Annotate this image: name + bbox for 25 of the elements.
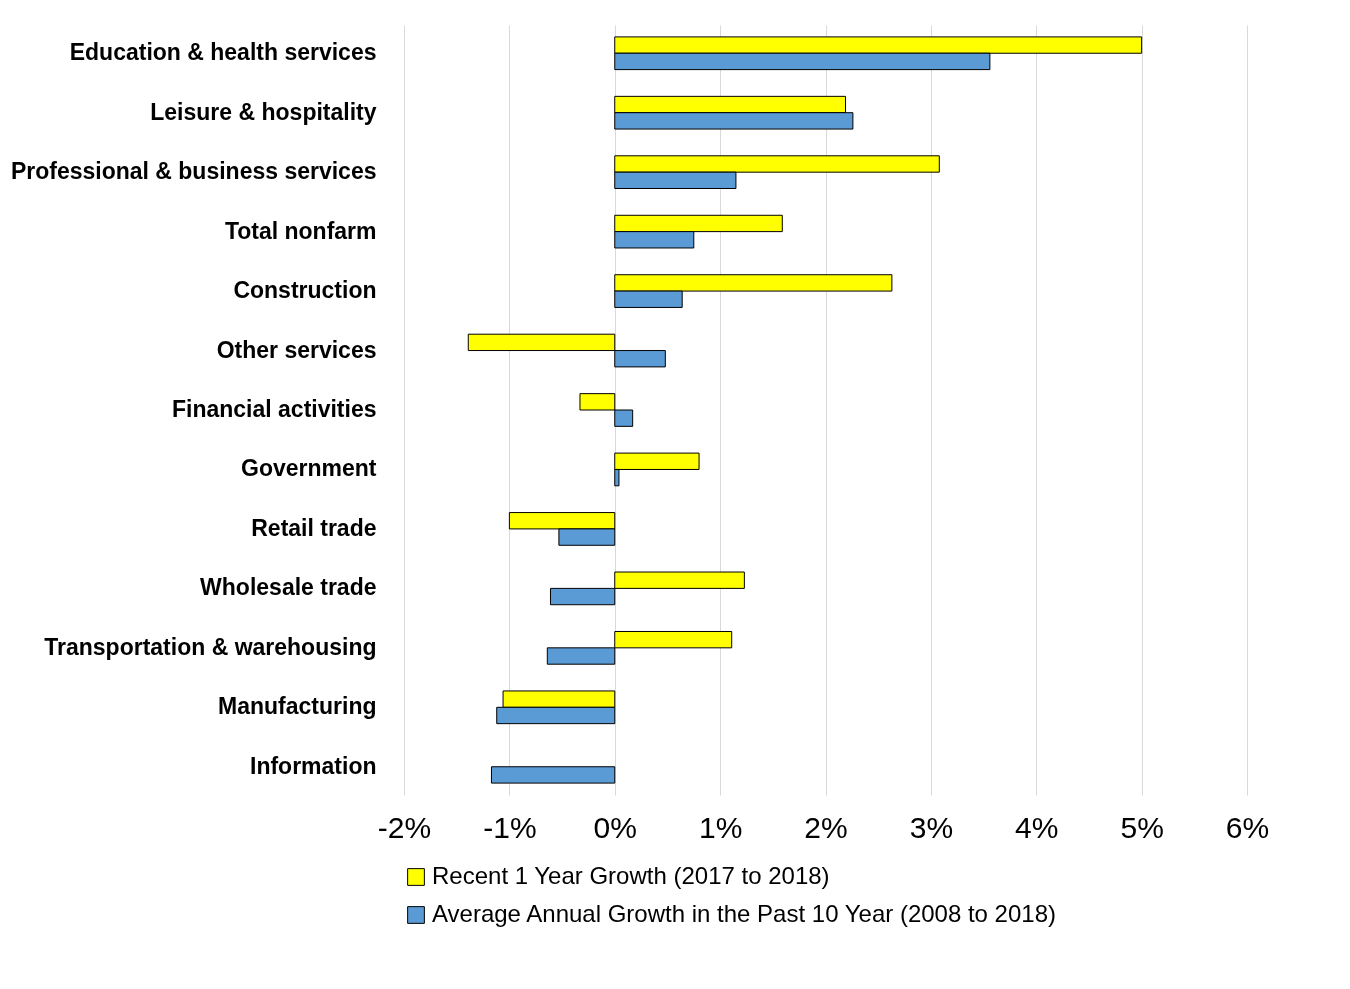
y-tick-label: Information <box>250 752 377 779</box>
bar <box>490 766 616 784</box>
y-tick-label: Education & health services <box>69 39 377 66</box>
y-tick-label: Professional & business services <box>10 158 377 185</box>
x-tick-label: 1% <box>698 810 743 844</box>
x-tick-label: 0% <box>593 810 637 844</box>
y-tick-label: Financial activities <box>171 396 377 422</box>
y-tick-label: Wholesale trade <box>200 574 377 601</box>
y-tick-label: Total nonfarm <box>224 217 377 244</box>
y-tick-label: Leisure & hospitality <box>150 98 377 125</box>
y-tick-label: Manufacturing <box>218 693 377 720</box>
legend-label: Average Annual Growth in the Past 10 Year (2008 to 2018) <box>432 900 1056 927</box>
x-tick-label: 6% <box>1225 810 1270 844</box>
y-tick-label: Other services <box>216 336 377 363</box>
x-tick-label: 5% <box>1120 810 1164 844</box>
x-tick-label: 3% <box>909 810 954 844</box>
y-tick-label: Construction <box>233 277 377 304</box>
x-tick-label: -1% <box>483 810 537 844</box>
y-tick-label: Retail trade <box>251 514 377 541</box>
y-tick-label: Transportation & warehousing <box>44 633 377 660</box>
legend-label: Recent 1 Year Growth (2017 to 2018) <box>432 862 830 889</box>
y-tick-label: Government <box>241 455 377 482</box>
x-tick-label: -2% <box>377 810 432 844</box>
x-tick-label: 2% <box>804 810 848 844</box>
x-tick-label: 4% <box>1015 810 1059 844</box>
